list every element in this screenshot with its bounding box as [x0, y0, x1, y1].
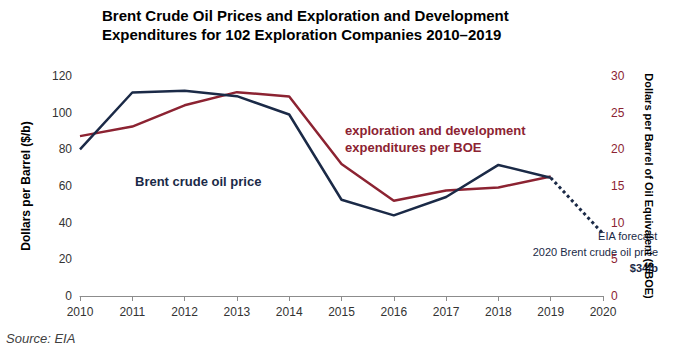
svg-text:2020 Brent crude oil price: 2020 Brent crude oil price — [533, 246, 658, 258]
svg-text:Brent crude oil price: Brent crude oil price — [135, 174, 261, 189]
svg-text:120: 120 — [52, 69, 72, 83]
svg-text:30: 30 — [611, 69, 625, 83]
svg-text:2019: 2019 — [537, 305, 564, 319]
svg-text:2013: 2013 — [224, 305, 251, 319]
svg-text:2020: 2020 — [590, 305, 617, 319]
svg-text:Dollars per Barrel ($/b): Dollars per Barrel ($/b) — [19, 121, 33, 250]
svg-text:Dollars per Barrel of Oil Equi: Dollars per Barrel of Oil Equivalent ($/… — [643, 73, 655, 299]
svg-text:0: 0 — [611, 289, 618, 303]
svg-text:Expenditures for 102 Explorati: Expenditures for 102 Exploration Compani… — [102, 26, 501, 43]
svg-text:20: 20 — [611, 142, 625, 156]
svg-text:2014: 2014 — [276, 305, 303, 319]
svg-text:40: 40 — [59, 216, 73, 230]
svg-text:100: 100 — [52, 106, 72, 120]
svg-text:2015: 2015 — [328, 305, 355, 319]
svg-text:2017: 2017 — [433, 305, 460, 319]
svg-text:2018: 2018 — [485, 305, 512, 319]
svg-text:2016: 2016 — [380, 305, 407, 319]
svg-text:10: 10 — [611, 216, 625, 230]
svg-text:Brent Crude Oil Prices and Exp: Brent Crude Oil Prices and Exploration a… — [102, 7, 513, 24]
svg-text:Source: EIA: Source: EIA — [6, 331, 75, 346]
svg-text:25: 25 — [611, 106, 625, 120]
svg-text:60: 60 — [59, 179, 73, 193]
svg-text:exploration and development: exploration and development — [345, 123, 529, 138]
svg-text:2012: 2012 — [171, 305, 198, 319]
svg-text:15: 15 — [611, 179, 625, 193]
svg-text:0: 0 — [65, 289, 72, 303]
svg-text:2011: 2011 — [119, 305, 145, 319]
svg-text:80: 80 — [59, 142, 73, 156]
svg-text:2010: 2010 — [67, 305, 94, 319]
svg-text:20: 20 — [59, 252, 73, 266]
svg-text:5: 5 — [611, 252, 618, 266]
svg-text:expenditures per BOE: expenditures per BOE — [345, 140, 482, 155]
svg-text:EIA forecast: EIA forecast — [598, 229, 658, 242]
